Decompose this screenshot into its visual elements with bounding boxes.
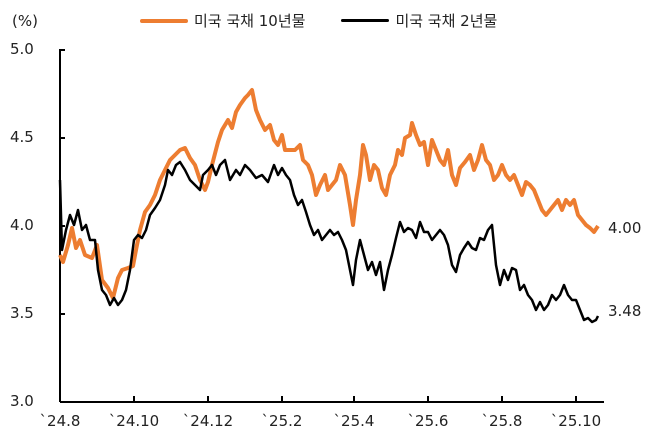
y-tick-label: 3.5 <box>10 304 34 322</box>
chart-legend: 미국 국채 10년물 미국 국채 2년물 <box>140 10 533 31</box>
x-tick-label: `24.12 <box>182 412 234 430</box>
y-axis-unit: (%) <box>12 12 38 30</box>
end-value-10y: 4.00 <box>608 219 642 237</box>
end-value-2y: 3.48 <box>608 302 642 320</box>
series-line-2y <box>58 158 600 324</box>
y-tick-label: 4.5 <box>10 128 34 146</box>
x-tick-label: `25.2 <box>261 412 303 430</box>
legend-swatch-2y <box>341 19 390 22</box>
y-tick-label: 5.0 <box>10 40 34 58</box>
y-tick-label: 4.0 <box>10 216 34 234</box>
series-line-10y <box>58 88 600 300</box>
legend-item-2y: 미국 국채 2년물 <box>341 10 497 31</box>
y-tick-label: 3.0 <box>10 392 34 410</box>
legend-swatch-10y <box>140 18 188 23</box>
x-tick-label: `24.8 <box>39 412 81 430</box>
x-tick-label: `25.6 <box>407 412 449 430</box>
x-tick-label: `25.8 <box>481 412 523 430</box>
x-tick-label: `24.10 <box>108 412 160 430</box>
legend-label-10y: 미국 국채 10년물 <box>194 12 306 30</box>
legend-item-10y: 미국 국채 10년물 <box>140 10 305 31</box>
axes <box>59 49 604 403</box>
x-tick-label: `25.4 <box>333 412 375 430</box>
legend-label-2y: 미국 국채 2년물 <box>395 12 498 30</box>
x-tick-label: `25.10 <box>550 412 602 430</box>
